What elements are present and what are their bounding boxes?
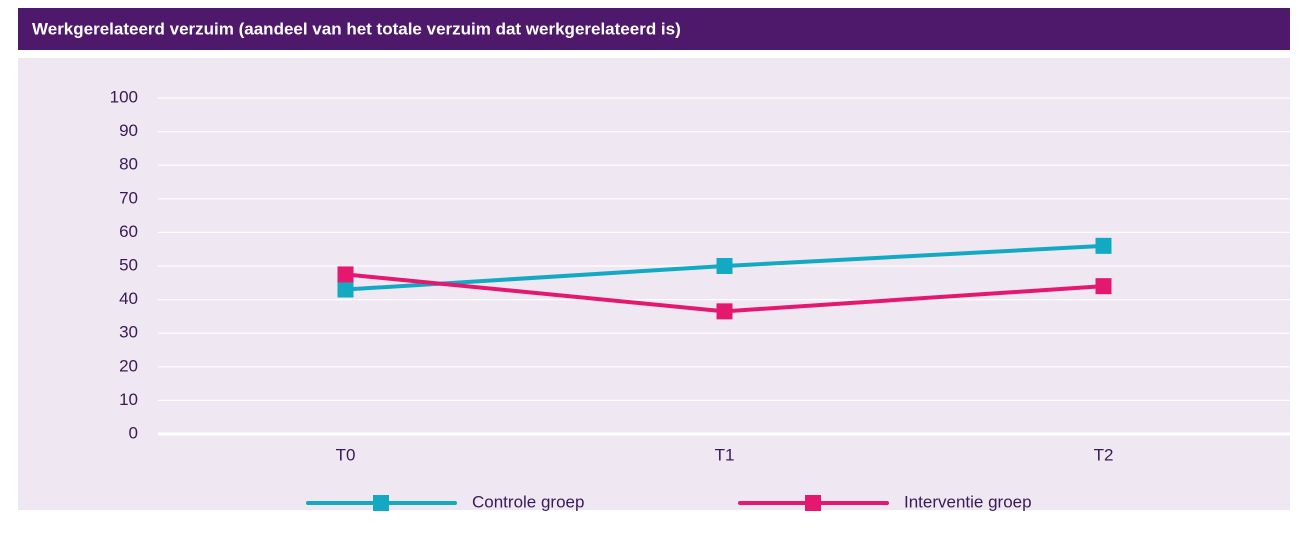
y-tick-label: 60 [119, 222, 138, 241]
y-tick-label: 100 [110, 87, 138, 106]
y-tick-label: 90 [119, 121, 138, 140]
y-tick-label: 30 [119, 323, 138, 342]
legend-marker [805, 495, 821, 511]
y-tick-label: 70 [119, 188, 138, 207]
legend-label: Controle groep [472, 492, 584, 511]
y-tick-label: 40 [119, 289, 138, 308]
y-tick-label: 20 [119, 356, 138, 375]
header-bar [18, 8, 1290, 50]
y-tick-label: 80 [119, 155, 138, 174]
chart-title: Werkgerelateerd verzuim (aandeel van het… [32, 19, 681, 38]
point-marker [1095, 278, 1112, 295]
legend-marker [373, 495, 389, 511]
x-tick-label: T0 [336, 445, 356, 464]
point-marker [716, 303, 733, 320]
y-tick-label: 50 [119, 255, 138, 274]
point-marker [337, 266, 354, 283]
x-tick-label: T2 [1094, 445, 1114, 464]
y-tick-label: 10 [119, 390, 138, 409]
point-marker [337, 281, 354, 298]
x-tick-label: T1 [715, 445, 735, 464]
point-marker [716, 258, 733, 274]
legend-label: Interventie groep [904, 492, 1032, 511]
y-tick-label: 0 [129, 423, 138, 442]
point-marker [1095, 237, 1112, 254]
